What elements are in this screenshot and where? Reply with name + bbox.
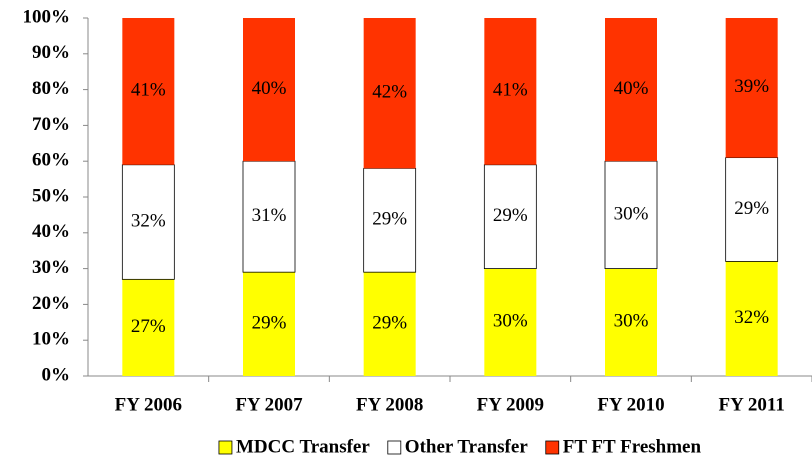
x-tick-label: FY 2009 [477, 394, 544, 415]
bar-segment [484, 268, 537, 376]
data-label: 30% [493, 311, 528, 332]
bar-segment [121, 164, 175, 280]
data-label: 41% [493, 80, 528, 101]
legend-label: MDCC Transfer [236, 436, 370, 457]
bar-segment [122, 279, 175, 376]
data-label: 39% [734, 76, 769, 97]
data-label: 29% [372, 312, 407, 333]
y-tick-label: 30% [32, 257, 70, 278]
x-tick-label: FY 2006 [115, 394, 182, 415]
y-tick-label: 90% [32, 42, 70, 63]
data-label: 32% [131, 210, 166, 231]
y-tick-label: 40% [32, 221, 70, 242]
bar-segment [725, 157, 779, 262]
bar-segment [122, 18, 175, 165]
y-tick-label: 100% [23, 6, 71, 27]
y-tick-label: 70% [32, 114, 70, 135]
y-tick-label: 50% [32, 185, 70, 206]
data-label: 41% [131, 80, 166, 101]
data-label: 30% [614, 311, 649, 332]
data-label: 29% [252, 312, 287, 333]
bar-segment [725, 18, 778, 158]
bar-segment [604, 160, 658, 269]
bar-segment [484, 18, 537, 165]
bar-segment [725, 261, 778, 376]
legend-swatch [218, 440, 233, 455]
data-label: 42% [372, 82, 407, 103]
x-tick-label: FY 2011 [719, 394, 785, 415]
bar-segment [605, 268, 657, 376]
bar-segment [605, 18, 657, 162]
y-tick-label: 20% [32, 293, 70, 314]
bar-segment [483, 164, 537, 269]
bar-segment [243, 18, 295, 162]
legend-swatch [387, 440, 402, 455]
bar-segment [363, 272, 416, 376]
x-tick-label: FY 2010 [597, 394, 664, 415]
y-tick-label: 10% [32, 329, 70, 350]
bar-segment [363, 167, 417, 273]
bar-segment [363, 18, 416, 169]
y-tick-label: 0% [42, 364, 71, 385]
y-tick-label: 60% [32, 150, 70, 171]
data-label: 40% [614, 78, 649, 99]
data-label: 29% [734, 198, 769, 219]
bar-segment [243, 272, 295, 376]
x-tick-label: FY 2007 [235, 394, 303, 415]
legend-label: FT FT Freshmen [563, 436, 702, 457]
y-tick-label: 80% [32, 78, 70, 99]
data-label: 29% [372, 209, 407, 230]
legend-label: Other Transfer [405, 436, 529, 457]
data-label: 40% [252, 78, 287, 99]
data-label: 27% [131, 316, 166, 337]
x-tick-label: FY 2008 [356, 394, 423, 415]
bar-segment [242, 160, 296, 273]
data-label: 31% [252, 205, 287, 226]
data-label: 32% [734, 307, 769, 328]
data-label: 30% [614, 203, 649, 224]
data-label: 29% [493, 205, 528, 226]
legend-swatch [545, 440, 560, 455]
